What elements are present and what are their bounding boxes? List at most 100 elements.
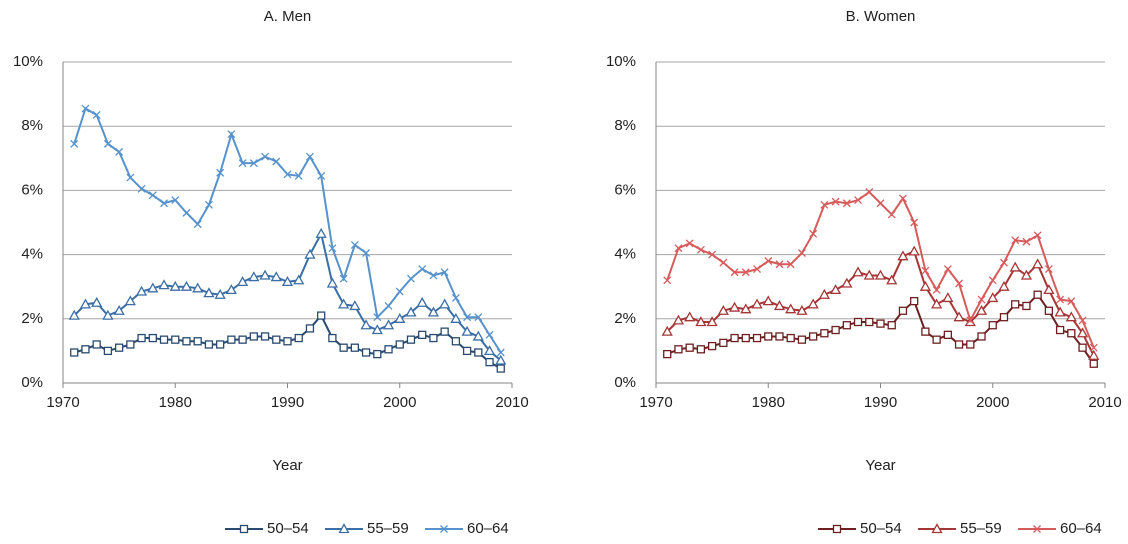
- marker: [717, 304, 729, 315]
- marker: [874, 269, 887, 280]
- marker: [485, 357, 494, 367]
- marker: [169, 280, 181, 291]
- marker: [931, 298, 943, 309]
- marker: [440, 268, 449, 277]
- marker: [338, 298, 350, 309]
- marker: [382, 319, 395, 330]
- marker: [159, 335, 169, 344]
- marker: [283, 170, 292, 179]
- marker: [1089, 359, 1098, 368]
- marker: [854, 196, 863, 204]
- marker: [462, 346, 472, 356]
- marker: [663, 349, 672, 359]
- marker: [1033, 525, 1041, 533]
- marker: [932, 335, 941, 344]
- x-axis-label: Year: [272, 457, 302, 474]
- marker: [943, 265, 952, 274]
- marker: [113, 304, 125, 315]
- marker: [215, 340, 225, 349]
- marker: [293, 274, 305, 285]
- marker: [272, 157, 281, 166]
- y-tick-label: 6%: [614, 181, 636, 198]
- marker: [797, 249, 806, 257]
- x-tick-label: 2010: [1088, 394, 1121, 411]
- marker: [730, 333, 739, 343]
- marker: [988, 276, 997, 285]
- marker: [1011, 236, 1020, 245]
- marker: [832, 524, 842, 534]
- marker: [955, 279, 964, 288]
- marker: [249, 159, 258, 168]
- x-tick-label: 1980: [752, 394, 785, 411]
- marker: [70, 348, 79, 357]
- marker: [137, 184, 146, 193]
- marker: [416, 296, 428, 307]
- marker: [910, 218, 919, 227]
- marker: [876, 199, 885, 208]
- x-tick-label: 2000: [976, 394, 1009, 411]
- marker: [820, 200, 829, 209]
- marker: [719, 338, 728, 348]
- marker: [361, 348, 371, 357]
- marker: [910, 296, 919, 306]
- marker: [126, 173, 135, 182]
- marker: [304, 248, 316, 259]
- y-tick-label: 2%: [614, 310, 636, 327]
- marker: [661, 325, 673, 336]
- marker: [371, 324, 383, 335]
- marker: [483, 345, 496, 356]
- marker: [102, 309, 114, 320]
- marker: [785, 303, 797, 314]
- marker: [809, 229, 818, 238]
- marker: [495, 354, 507, 365]
- marker: [908, 245, 920, 256]
- marker: [674, 345, 683, 354]
- chart-title: A. Men: [264, 8, 312, 25]
- marker: [818, 288, 830, 299]
- chart-title: B. Women: [846, 8, 916, 25]
- marker: [1078, 316, 1087, 325]
- marker: [1020, 269, 1033, 280]
- marker: [863, 269, 875, 280]
- marker: [988, 321, 997, 330]
- marker: [1043, 284, 1055, 295]
- marker: [485, 330, 494, 339]
- marker: [975, 304, 988, 315]
- marker: [998, 280, 1010, 291]
- marker: [1056, 295, 1065, 304]
- marker: [339, 274, 348, 283]
- marker: [227, 335, 236, 344]
- marker: [695, 316, 707, 327]
- marker: [966, 316, 975, 325]
- marker: [1078, 343, 1087, 352]
- marker: [317, 171, 326, 180]
- marker: [239, 524, 249, 534]
- marker: [728, 301, 741, 312]
- x-axis-label: Year: [865, 457, 895, 474]
- marker: [1000, 258, 1008, 267]
- marker: [684, 311, 696, 322]
- marker: [730, 268, 739, 277]
- marker: [180, 280, 193, 291]
- marker: [796, 304, 808, 315]
- marker: [451, 293, 460, 302]
- marker: [225, 284, 237, 295]
- marker: [450, 312, 462, 323]
- legend-label: 50–54: [267, 520, 309, 537]
- marker: [897, 250, 909, 261]
- marker: [740, 303, 752, 314]
- marker: [204, 340, 214, 349]
- marker: [315, 227, 327, 238]
- x-tick-label: 2000: [383, 394, 416, 411]
- marker: [752, 333, 762, 343]
- marker: [384, 345, 393, 354]
- marker: [394, 312, 406, 323]
- marker: [865, 317, 874, 327]
- y-tick-label: 4%: [21, 246, 43, 263]
- legend-label: 55–59: [367, 520, 409, 537]
- marker: [395, 287, 404, 296]
- y-tick-label: 2%: [21, 310, 43, 327]
- marker: [406, 335, 416, 344]
- marker: [362, 249, 371, 257]
- marker: [260, 332, 270, 341]
